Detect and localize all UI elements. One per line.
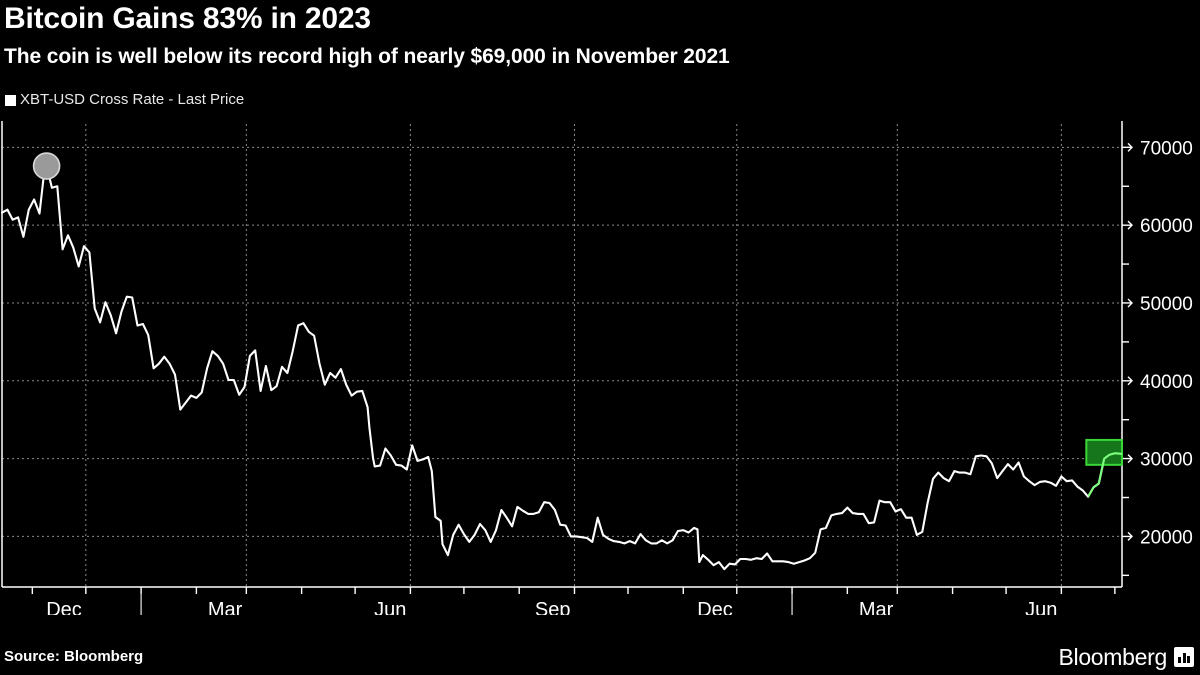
- legend-series-label: XBT-USD Cross Rate - Last Price: [20, 91, 245, 108]
- bloomberg-logo-icon: [1174, 647, 1194, 667]
- bloomberg-branding: Bloomberg: [1058, 645, 1194, 669]
- price-line-highlighted: [1087, 452, 1123, 498]
- x-tick-label: Dec: [46, 599, 82, 615]
- price-chart-svg: 20000 30000 40000 50000 60000 70000 Dec Mar Jun S…: [0, 121, 1193, 615]
- chart-legend: XBT-USD Cross Rate - Last Price: [5, 90, 244, 110]
- legend-swatch-icon: [5, 94, 16, 106]
- y-tick-label: 40000: [1140, 372, 1193, 393]
- x-tick-label: Jun: [1025, 599, 1057, 615]
- record-high-marker: [32, 152, 61, 180]
- source-note: Source: Bloomberg: [4, 648, 144, 665]
- y-tick-label: 60000: [1140, 216, 1193, 237]
- y-tick-arrow: [1122, 298, 1133, 308]
- x-tick-label: Dec: [697, 599, 733, 615]
- brand-text: Bloomberg: [1058, 644, 1167, 670]
- y-tick-arrow: [1122, 220, 1133, 230]
- price-chart[interactable]: 20000 30000 40000 50000 60000 70000 Dec Mar Jun S…: [0, 115, 1200, 615]
- y-tick-arrow: [1122, 454, 1133, 464]
- y-tick-label: 50000: [1140, 294, 1193, 315]
- page-title: Bitcoin Gains 83% in 2023: [4, 2, 371, 35]
- y-tick-arrow: [1122, 142, 1133, 152]
- y-tick-arrow: [1122, 531, 1133, 541]
- x-tick-label: Mar: [859, 599, 894, 615]
- y-tick-label: 70000: [1140, 138, 1193, 159]
- page-subtitle: The coin is well below its record high o…: [4, 45, 730, 68]
- y-tick-label: 20000: [1140, 527, 1193, 548]
- x-tick-label: Sep: [535, 599, 571, 615]
- x-tick-label: Jun: [374, 599, 406, 615]
- y-tick-arrow: [1122, 376, 1133, 386]
- x-tick-label: Mar: [208, 599, 243, 615]
- price-line: [0, 164, 1124, 571]
- y-tick-label: 30000: [1140, 450, 1193, 471]
